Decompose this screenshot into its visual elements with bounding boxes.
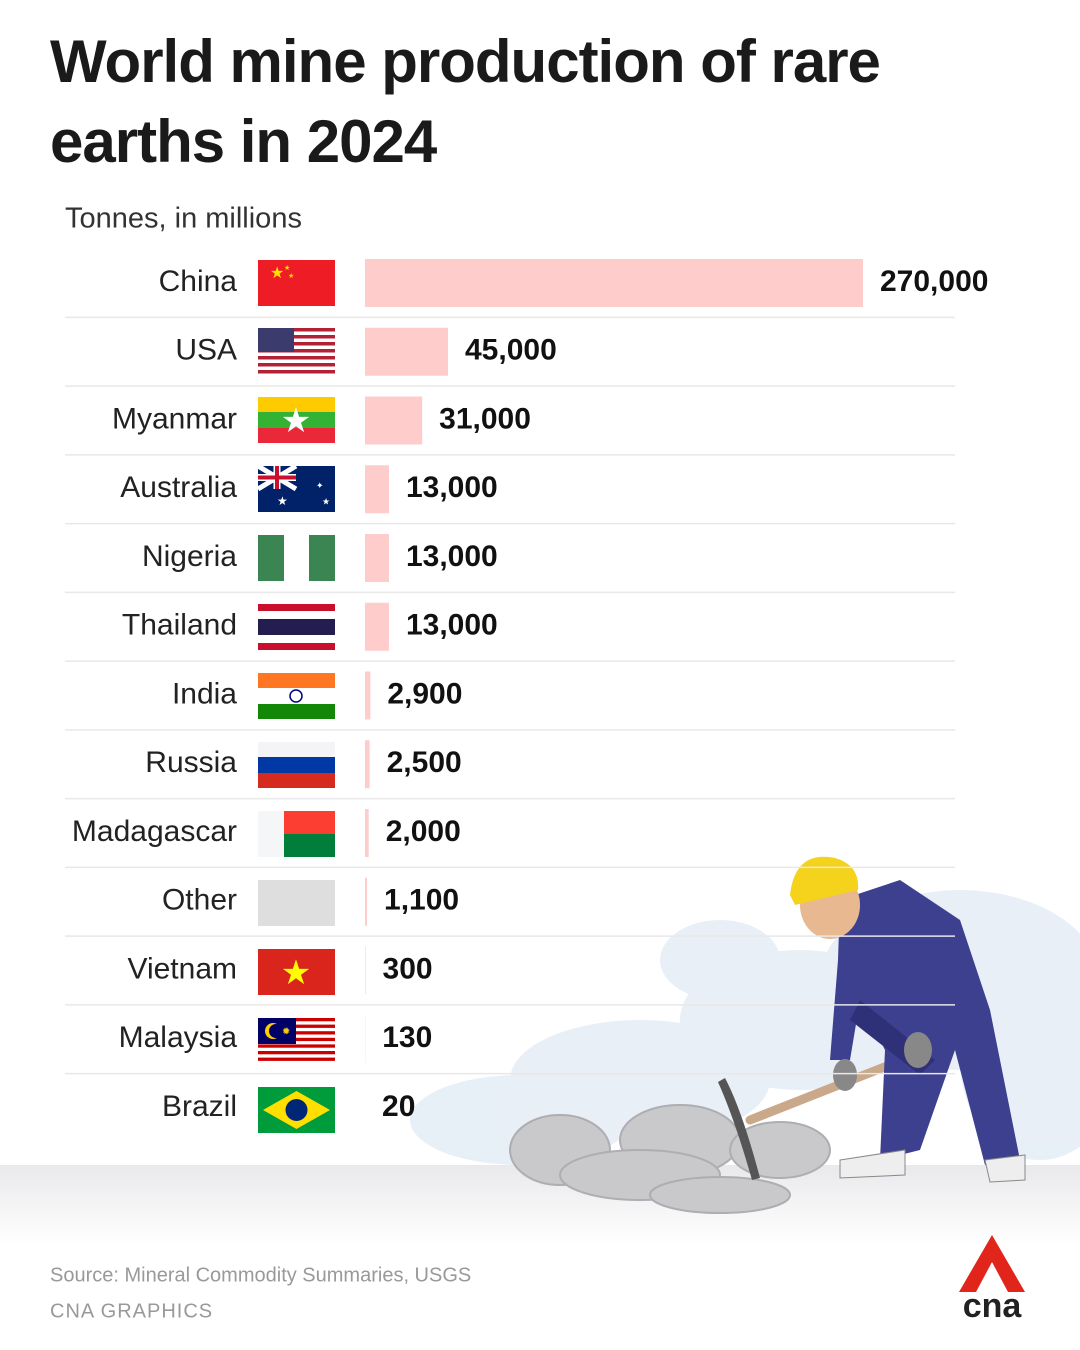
bar xyxy=(365,534,389,582)
source: Source: Mineral Commodity Summaries, USG… xyxy=(50,1264,471,1286)
bar xyxy=(365,327,448,376)
logo-text: cna xyxy=(963,1287,1023,1325)
bar xyxy=(365,602,389,651)
svg-text:★: ★ xyxy=(281,954,311,992)
svg-text:✦: ✦ xyxy=(316,480,324,490)
credit: CNA GRAPHICS xyxy=(50,1300,213,1322)
value-label: 20 xyxy=(382,1090,415,1123)
value-label: 31,000 xyxy=(439,402,531,435)
value-label: 2,000 xyxy=(386,815,461,848)
category-label: Madagascar xyxy=(72,815,237,848)
value-label: 45,000 xyxy=(465,334,557,367)
category-label: China xyxy=(159,265,238,298)
illustration xyxy=(0,856,1080,1245)
value-label: 2,900 xyxy=(387,677,462,710)
value-label: 2,500 xyxy=(387,746,462,779)
chart-title: World mine production of rare earths in … xyxy=(50,28,881,175)
bar xyxy=(365,396,423,445)
category-label: Australia xyxy=(120,471,237,504)
flags: ★ ★★ ★ ✦★ ★ ★ ✹ xyxy=(256,260,335,1133)
logo-mark xyxy=(959,1235,1025,1292)
bar xyxy=(365,740,370,789)
category-label: Thailand xyxy=(122,609,237,642)
category-label: Russia xyxy=(145,746,237,779)
value-label: 13,000 xyxy=(406,540,498,573)
bar xyxy=(365,809,369,857)
category-label: Other xyxy=(162,884,237,917)
value-label: 13,000 xyxy=(406,609,498,642)
value-label: 1,100 xyxy=(384,884,459,917)
category-label: USA xyxy=(175,334,237,367)
bar xyxy=(365,465,389,514)
svg-text:★: ★ xyxy=(322,496,330,506)
category-label: Nigeria xyxy=(142,540,237,573)
subtitle: Tonnes, in millions xyxy=(65,203,302,235)
svg-text:✹: ✹ xyxy=(282,1027,290,1038)
value-label: 130 xyxy=(382,1021,432,1054)
svg-text:★: ★ xyxy=(277,494,288,508)
bar xyxy=(365,671,371,720)
svg-text:★: ★ xyxy=(288,272,294,280)
bar xyxy=(365,877,368,926)
bar xyxy=(365,946,366,995)
svg-text:★: ★ xyxy=(270,265,284,282)
svg-text:★: ★ xyxy=(284,264,290,272)
category-label: Myanmar xyxy=(112,402,237,435)
category-label: Vietnam xyxy=(127,952,237,985)
value-label: 300 xyxy=(383,952,433,985)
category-label: Malaysia xyxy=(119,1021,238,1054)
value-label: 270,000 xyxy=(880,265,988,298)
value-label: 13,000 xyxy=(406,471,498,504)
bar xyxy=(365,259,863,307)
category-label: India xyxy=(172,677,237,710)
category-label: Brazil xyxy=(162,1090,237,1123)
svg-text:★: ★ xyxy=(281,402,311,440)
